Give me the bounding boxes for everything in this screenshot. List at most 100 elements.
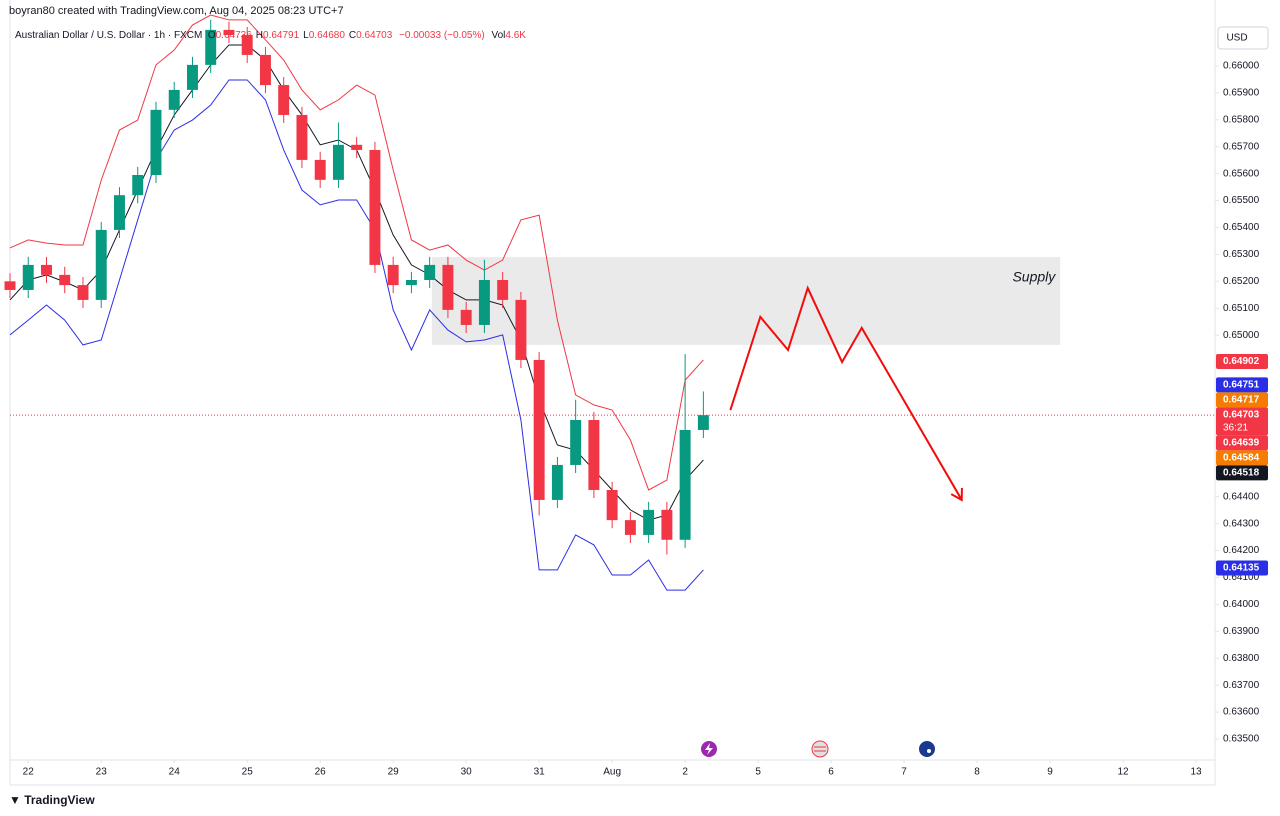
candle-body — [533, 359, 545, 500]
price-tag — [1216, 354, 1268, 370]
supply-zone — [431, 257, 1061, 345]
y-tick-label: 0.63500 — [1223, 734, 1260, 745]
price-tag — [1216, 450, 1268, 466]
candle-body — [4, 281, 16, 290]
y-tick-label: 0.64300 — [1223, 518, 1260, 529]
candle-body — [132, 174, 144, 196]
candle-body — [624, 520, 636, 535]
candle-body — [679, 429, 691, 540]
candle-body — [296, 114, 308, 160]
event-icon[interactable] — [811, 740, 829, 758]
candle-body — [314, 159, 326, 180]
event-icon[interactable] — [701, 741, 717, 757]
y-tick-label: 0.65100 — [1223, 303, 1260, 314]
ohlc-key: L — [303, 30, 309, 41]
x-tick-label: 26 — [315, 767, 327, 778]
indicator-line — [9, 14, 704, 491]
price-tag-label: 0.64135 — [1223, 563, 1260, 574]
candle-body — [551, 464, 563, 500]
change: −0.00033 (−0.05%) — [399, 30, 485, 41]
y-tick-label: 0.63900 — [1223, 626, 1260, 637]
price-tag — [1216, 392, 1268, 408]
y-tick-label: 0.65000 — [1223, 330, 1260, 341]
y-tick-label: 0.63800 — [1223, 653, 1260, 664]
x-tick-label: 5 — [755, 767, 761, 778]
volume-key: Vol — [491, 30, 506, 41]
x-tick-label: 7 — [901, 767, 907, 778]
ohlc-key: C — [348, 30, 357, 41]
candle-body — [606, 489, 618, 521]
brand: ▼ TradingView — [9, 793, 95, 807]
price-tag-label: 0.64751 — [1223, 380, 1260, 391]
price-tag-label: 0.64584 — [1223, 453, 1260, 464]
candle-body — [22, 264, 34, 290]
ohlc-value: 0.64680 — [308, 30, 345, 41]
y-tick-label: 0.66000 — [1223, 61, 1260, 72]
x-tick-label: 9 — [1047, 767, 1053, 778]
candle-body — [77, 285, 89, 300]
y-tick-label: 0.65700 — [1223, 141, 1260, 152]
legend: Australian Dollar / U.S. Dollar · 1h · F… — [15, 30, 530, 41]
candle-body — [460, 309, 472, 325]
candle-body — [588, 419, 600, 490]
candle-body — [259, 54, 271, 86]
currency: USD — [1226, 33, 1247, 44]
volume: 4.6K — [505, 30, 526, 41]
candle-body — [661, 509, 673, 540]
candle-body — [41, 264, 52, 275]
candle-body — [114, 195, 125, 230]
candle-body — [332, 144, 344, 180]
y-tick-label: 0.65400 — [1223, 222, 1260, 233]
price-tag — [1216, 377, 1268, 393]
candle-body — [150, 109, 162, 175]
candle-body — [241, 34, 253, 55]
price-tag-label: 0.64902 — [1223, 356, 1260, 367]
candle-body — [697, 415, 709, 430]
price-tag — [1216, 407, 1268, 436]
x-tick-label: 22 — [23, 767, 35, 778]
x-tick-label: 30 — [461, 767, 473, 778]
candle-body — [59, 274, 71, 286]
indicator-line — [9, 79, 704, 591]
candle-body — [643, 509, 655, 535]
price-tag-label: 0.64518 — [1223, 468, 1260, 479]
y-tick-label: 0.65900 — [1223, 88, 1260, 99]
x-tick-label: 23 — [96, 767, 108, 778]
y-tick-label: 0.64200 — [1223, 545, 1260, 556]
candle-body — [369, 149, 381, 265]
candle-body — [186, 64, 198, 90]
y-tick-label: 0.64100 — [1223, 572, 1260, 583]
ohlc-value: 0.64703 — [356, 30, 393, 41]
currency-box[interactable] — [1217, 26, 1269, 50]
price-countdown: 36:21 — [1223, 423, 1248, 434]
x-tick-label: 8 — [974, 767, 980, 778]
candle-body — [205, 29, 217, 65]
candle-body — [497, 279, 509, 300]
ohlc-key: O — [207, 30, 216, 41]
y-tick-label: 0.65500 — [1223, 195, 1260, 206]
candle-body — [387, 264, 399, 286]
candle-body — [424, 264, 436, 280]
x-tick-label: Aug — [603, 767, 621, 778]
symbol: Australian Dollar / U.S. Dollar · 1h · F… — [15, 30, 203, 41]
ohlc-value: 0.64791 — [263, 30, 300, 41]
projection-path — [729, 285, 963, 501]
header: boyran80 created with TradingView.com, A… — [9, 5, 344, 17]
price-tag-label: 0.64717 — [1223, 395, 1260, 406]
x-tick-label: 24 — [169, 767, 181, 778]
y-tick-label: 0.63600 — [1223, 707, 1260, 718]
price-tag-label: 0.64703 — [1223, 410, 1260, 421]
candle-body — [168, 89, 180, 110]
ohlc: O0.64736 H0.64791 L0.64680 C0.64703 — [208, 30, 396, 41]
candle-body — [278, 85, 290, 115]
price-tag — [1216, 435, 1268, 451]
y-tick-label: 0.65300 — [1223, 249, 1260, 260]
x-tick-label: 29 — [388, 767, 400, 778]
price-tag — [1216, 560, 1268, 576]
y-tick-label: 0.65200 — [1223, 276, 1260, 287]
event-icon[interactable] — [919, 741, 935, 757]
candle-body — [223, 29, 235, 35]
supply-label: Supply — [1012, 269, 1056, 285]
